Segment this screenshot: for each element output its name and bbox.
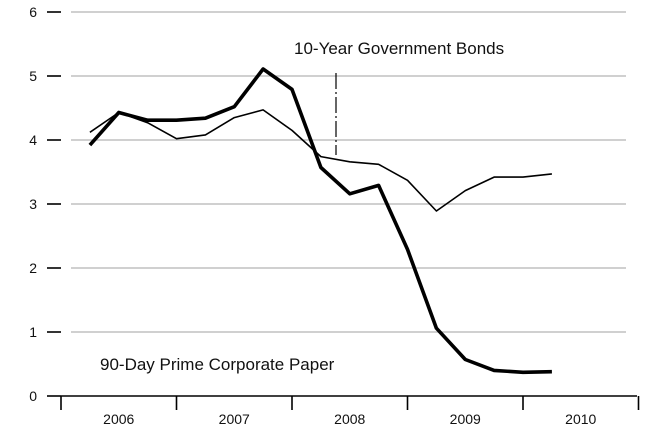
- y-tick-label: 3: [29, 196, 37, 212]
- x-tick-label: 2010: [565, 411, 596, 427]
- y-tick-label: 1: [29, 324, 37, 340]
- x-axis: 2006 2007 2008 2009 2010: [60, 395, 640, 427]
- x-tick-label: 2007: [219, 411, 250, 427]
- y-tick-label: 4: [29, 132, 37, 148]
- y-axis: 0 1 2 3 4 5 6: [29, 4, 61, 404]
- y-tick-label: 2: [29, 260, 37, 276]
- series-group: [88, 67, 552, 375]
- series-line-corporate-paper: [88, 67, 552, 375]
- annotations: 10-Year Government Bonds 90-Day Prime Co…: [100, 39, 504, 374]
- grid-lines: [71, 11, 626, 333]
- x-tick-label: 2006: [103, 411, 134, 427]
- series-line-government-bonds: [89, 109, 552, 212]
- y-tick-label: 5: [29, 68, 37, 84]
- x-tick-label: 2009: [450, 411, 481, 427]
- x-tick-label: 2008: [334, 411, 365, 427]
- y-tick-label: 0: [29, 388, 37, 404]
- bonds-annotation: 10-Year Government Bonds: [294, 39, 504, 58]
- paper-annotation: 90-Day Prime Corporate Paper: [100, 355, 335, 374]
- y-tick-label: 6: [29, 4, 37, 20]
